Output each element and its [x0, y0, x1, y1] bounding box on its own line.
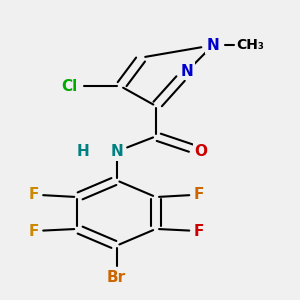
Text: N: N [181, 64, 194, 79]
Text: F: F [194, 187, 204, 202]
Text: Cl: Cl [61, 79, 78, 94]
Text: N: N [110, 144, 123, 159]
Text: H: H [77, 144, 90, 159]
Text: Br: Br [107, 270, 126, 285]
Text: O: O [194, 144, 208, 159]
Text: CH₃: CH₃ [236, 38, 264, 52]
Text: F: F [194, 224, 204, 238]
Text: N: N [206, 38, 219, 53]
Text: F: F [28, 187, 39, 202]
Text: F: F [28, 224, 39, 238]
